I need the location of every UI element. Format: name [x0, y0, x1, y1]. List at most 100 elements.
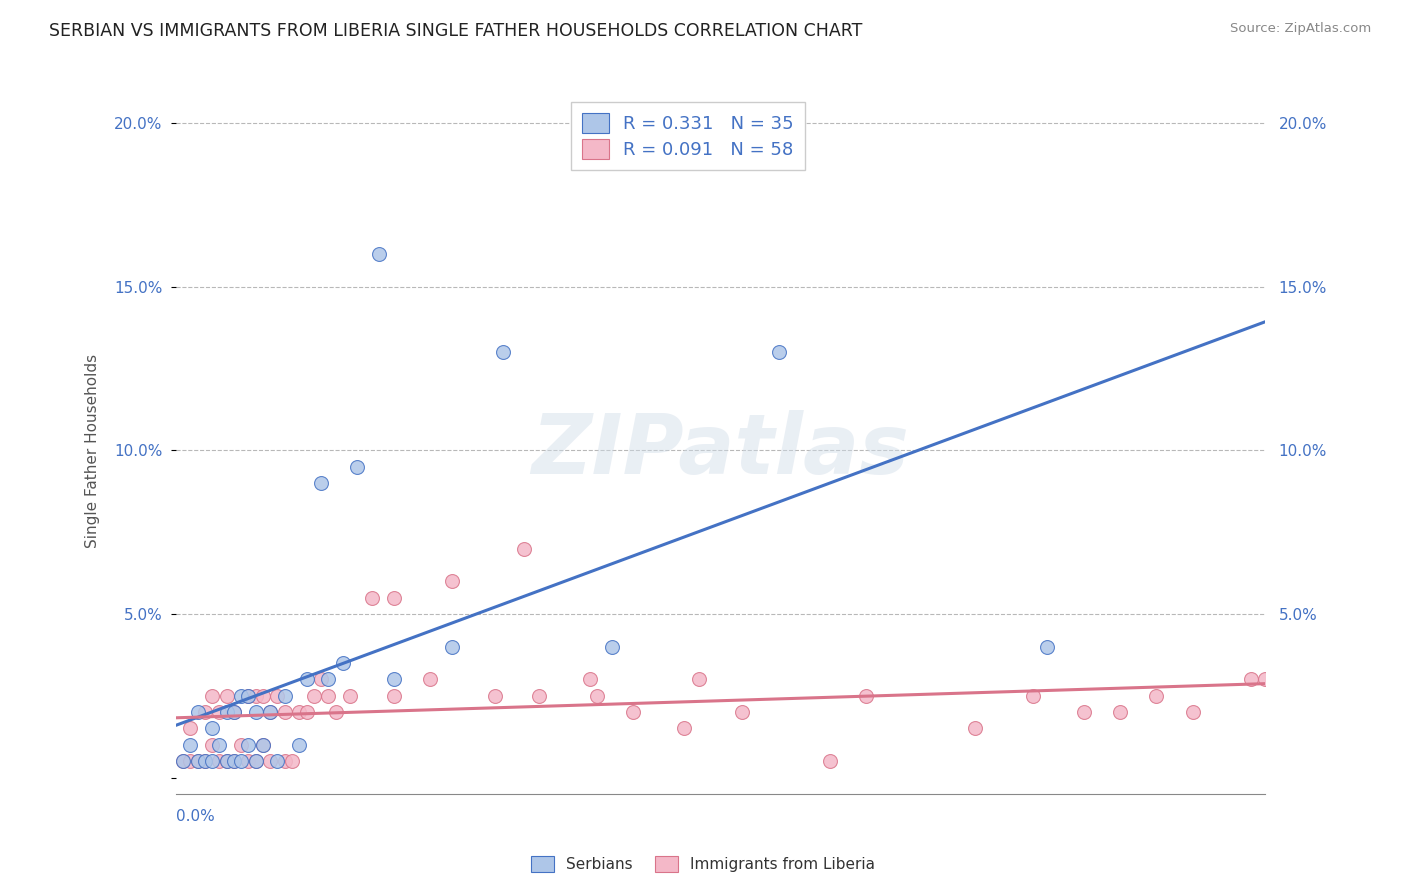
Point — [252, 738, 274, 752]
Point — [281, 754, 304, 768]
Point — [266, 754, 288, 768]
Point — [688, 673, 710, 687]
Point — [1073, 705, 1095, 719]
Point — [419, 673, 441, 687]
Point — [360, 591, 382, 605]
Point — [245, 754, 267, 768]
Point — [527, 689, 550, 703]
Point — [215, 689, 238, 703]
Point — [208, 738, 231, 752]
Point — [252, 738, 274, 752]
Point — [440, 574, 463, 589]
Point — [295, 673, 318, 687]
Point — [318, 689, 340, 703]
Point — [215, 705, 238, 719]
Point — [600, 640, 623, 654]
Point — [222, 705, 245, 719]
Point — [382, 689, 405, 703]
Point — [818, 754, 841, 768]
Point — [586, 689, 609, 703]
Point — [179, 754, 201, 768]
Point — [215, 754, 238, 768]
Point — [1254, 673, 1277, 687]
Point — [238, 689, 260, 703]
Point — [259, 754, 281, 768]
Point — [325, 705, 347, 719]
Point — [673, 722, 696, 736]
Point — [1036, 640, 1059, 654]
Point — [309, 476, 332, 491]
Point — [245, 754, 267, 768]
Point — [513, 541, 536, 556]
Legend: R = 0.331   N = 35, R = 0.091   N = 58: R = 0.331 N = 35, R = 0.091 N = 58 — [571, 103, 804, 170]
Point — [1181, 705, 1204, 719]
Point — [318, 673, 340, 687]
Point — [579, 673, 602, 687]
Point — [186, 705, 209, 719]
Point — [194, 705, 217, 719]
Point — [288, 738, 311, 752]
Point — [222, 754, 245, 768]
Point — [492, 345, 515, 359]
Point — [231, 689, 253, 703]
Legend: Serbians, Immigrants from Liberia: Serbians, Immigrants from Liberia — [523, 848, 883, 880]
Point — [1022, 689, 1045, 703]
Point — [309, 673, 332, 687]
Text: Source: ZipAtlas.com: Source: ZipAtlas.com — [1230, 22, 1371, 36]
Point — [215, 754, 238, 768]
Point — [621, 705, 644, 719]
Point — [266, 689, 288, 703]
Point — [332, 656, 354, 670]
Point — [274, 689, 297, 703]
Point — [172, 754, 194, 768]
Point — [245, 705, 267, 719]
Point — [208, 754, 231, 768]
Point — [288, 705, 311, 719]
Point — [201, 754, 224, 768]
Point — [222, 705, 245, 719]
Point — [238, 738, 260, 752]
Point — [231, 738, 253, 752]
Point — [179, 738, 201, 752]
Point — [186, 754, 209, 768]
Y-axis label: Single Father Households: Single Father Households — [86, 353, 100, 548]
Point — [295, 705, 318, 719]
Point — [339, 689, 361, 703]
Point — [731, 705, 754, 719]
Point — [222, 754, 245, 768]
Point — [259, 705, 281, 719]
Point — [382, 673, 405, 687]
Point — [440, 640, 463, 654]
Point — [1146, 689, 1168, 703]
Point — [484, 689, 506, 703]
Point — [201, 689, 224, 703]
Point — [259, 705, 281, 719]
Point — [963, 722, 986, 736]
Point — [855, 689, 877, 703]
Point — [382, 591, 405, 605]
Point — [186, 754, 209, 768]
Point — [1240, 673, 1263, 687]
Point — [231, 754, 253, 768]
Point — [245, 689, 267, 703]
Point — [274, 705, 297, 719]
Point — [768, 345, 790, 359]
Point — [274, 754, 297, 768]
Point — [368, 247, 391, 261]
Text: ZIPatlas: ZIPatlas — [531, 410, 910, 491]
Point — [194, 754, 217, 768]
Point — [194, 754, 217, 768]
Text: 0.0%: 0.0% — [176, 809, 215, 824]
Point — [238, 689, 260, 703]
Point — [208, 705, 231, 719]
Point — [172, 754, 194, 768]
Point — [201, 738, 224, 752]
Point — [252, 689, 274, 703]
Point — [302, 689, 325, 703]
Point — [346, 459, 368, 474]
Point — [179, 722, 201, 736]
Point — [1109, 705, 1132, 719]
Text: SERBIAN VS IMMIGRANTS FROM LIBERIA SINGLE FATHER HOUSEHOLDS CORRELATION CHART: SERBIAN VS IMMIGRANTS FROM LIBERIA SINGL… — [49, 22, 863, 40]
Point — [238, 754, 260, 768]
Point — [201, 722, 224, 736]
